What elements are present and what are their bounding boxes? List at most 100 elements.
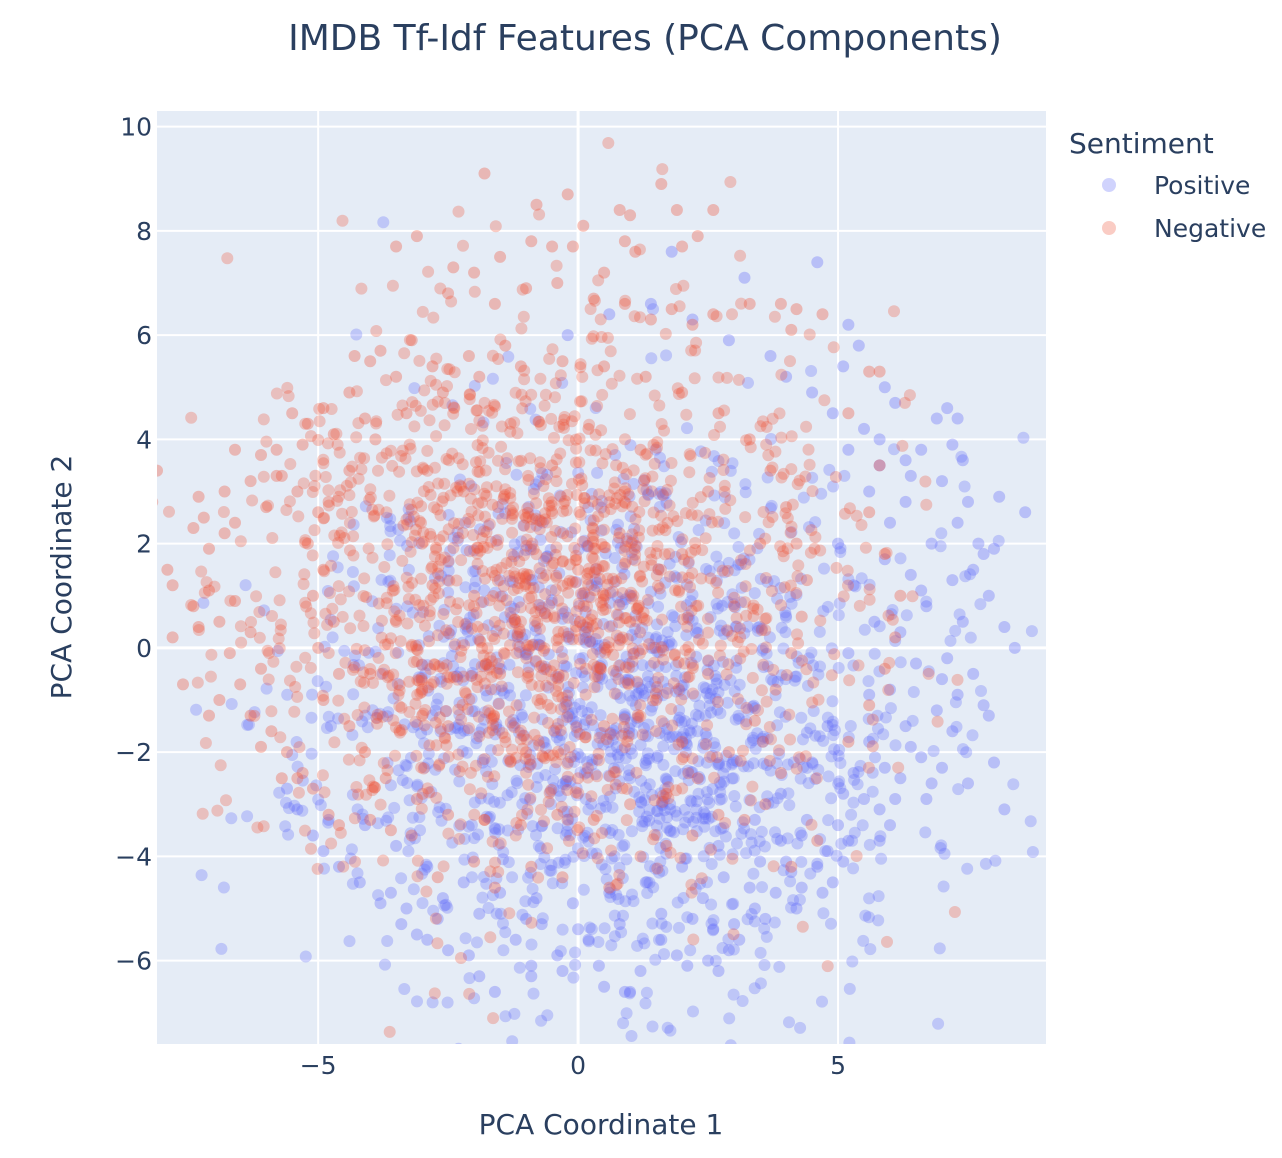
data-point-negative bbox=[532, 734, 545, 747]
data-point-positive bbox=[675, 680, 688, 693]
data-point-negative bbox=[291, 485, 304, 498]
data-point-negative bbox=[352, 472, 365, 485]
data-point-positive bbox=[964, 631, 977, 644]
data-point-positive bbox=[527, 483, 540, 496]
data-point-positive bbox=[700, 730, 713, 743]
data-point-negative bbox=[163, 505, 175, 518]
data-point-negative bbox=[526, 537, 539, 550]
data-point-positive bbox=[869, 751, 881, 764]
data-point-negative bbox=[629, 513, 642, 526]
data-point-positive bbox=[585, 797, 598, 810]
data-point-positive bbox=[863, 485, 876, 498]
data-point-negative bbox=[873, 365, 886, 378]
data-point-positive bbox=[380, 814, 393, 827]
data-point-positive bbox=[930, 412, 943, 425]
data-point-negative bbox=[569, 786, 582, 799]
data-point-positive bbox=[956, 454, 969, 467]
data-point-negative bbox=[805, 524, 818, 537]
data-point-negative bbox=[270, 469, 283, 482]
data-point-positive bbox=[442, 586, 455, 599]
data-point-positive bbox=[492, 697, 505, 710]
data-point-negative bbox=[367, 780, 380, 793]
data-point-negative bbox=[655, 418, 668, 430]
data-point-negative bbox=[364, 813, 377, 826]
data-point-negative bbox=[488, 569, 501, 582]
data-point-positive bbox=[619, 673, 632, 686]
data-point-negative bbox=[229, 595, 241, 607]
data-point-positive bbox=[684, 595, 697, 608]
data-point-negative bbox=[535, 803, 547, 816]
data-point-negative bbox=[526, 513, 539, 526]
data-point-positive bbox=[439, 898, 452, 911]
data-point-negative bbox=[364, 355, 377, 368]
data-point-positive bbox=[322, 710, 335, 723]
data-point-positive bbox=[758, 840, 771, 853]
data-point-positive bbox=[451, 534, 464, 547]
data-point-positive bbox=[490, 872, 503, 885]
data-point-positive bbox=[438, 752, 451, 765]
data-point-negative bbox=[422, 265, 435, 278]
data-point-negative bbox=[438, 731, 451, 744]
data-point-negative bbox=[688, 372, 701, 385]
data-point-positive bbox=[649, 953, 662, 966]
data-point-positive bbox=[541, 468, 554, 481]
legend-item-negative[interactable]: Negative bbox=[1102, 214, 1266, 243]
data-point-positive bbox=[639, 757, 652, 769]
data-point-positive bbox=[359, 500, 372, 513]
data-point-positive bbox=[437, 630, 450, 643]
data-point-positive bbox=[400, 760, 413, 773]
data-point-positive bbox=[599, 823, 612, 836]
data-point-negative bbox=[592, 563, 605, 576]
data-point-positive bbox=[442, 944, 455, 957]
data-point-negative bbox=[739, 511, 752, 524]
data-point-positive bbox=[642, 670, 654, 683]
data-point-negative bbox=[634, 443, 647, 456]
data-point-negative bbox=[413, 599, 426, 612]
data-point-positive bbox=[541, 550, 554, 563]
data-point-negative bbox=[588, 681, 601, 694]
data-point-negative bbox=[511, 427, 524, 440]
data-point-negative bbox=[379, 772, 392, 785]
data-point-positive bbox=[401, 600, 414, 613]
data-point-negative bbox=[355, 282, 368, 295]
data-point-negative bbox=[667, 677, 680, 690]
data-point-negative bbox=[606, 443, 619, 456]
data-point-negative bbox=[695, 572, 708, 585]
data-point-positive bbox=[290, 736, 303, 748]
data-point-negative bbox=[558, 413, 570, 426]
data-point-positive bbox=[751, 624, 764, 637]
data-point-positive bbox=[467, 565, 480, 578]
data-point-negative bbox=[740, 609, 753, 622]
data-point-negative bbox=[795, 610, 808, 623]
data-point-negative bbox=[892, 761, 905, 774]
data-point-positive bbox=[618, 708, 631, 721]
data-point-positive bbox=[653, 812, 666, 825]
data-point-positive bbox=[559, 605, 572, 618]
data-point-positive bbox=[628, 647, 641, 660]
data-point-negative bbox=[372, 464, 384, 477]
data-point-negative bbox=[653, 399, 666, 412]
data-point-negative bbox=[406, 576, 419, 589]
data-point-negative bbox=[738, 596, 751, 609]
data-point-positive bbox=[822, 770, 835, 783]
legend-item-positive[interactable]: Positive bbox=[1102, 171, 1250, 200]
data-point-positive bbox=[753, 527, 766, 540]
data-point-positive bbox=[569, 958, 582, 971]
data-point-positive bbox=[580, 714, 593, 726]
data-point-negative bbox=[359, 746, 371, 759]
data-point-negative bbox=[866, 713, 879, 726]
data-point-negative bbox=[374, 668, 387, 681]
data-point-negative bbox=[521, 803, 534, 816]
data-point-positive bbox=[395, 918, 408, 931]
data-point-positive bbox=[656, 799, 669, 812]
data-point-positive bbox=[915, 584, 928, 597]
data-point-negative bbox=[347, 663, 359, 676]
data-point-negative bbox=[516, 742, 529, 755]
data-point-positive bbox=[641, 887, 654, 899]
data-point-positive bbox=[489, 683, 502, 696]
data-point-negative bbox=[411, 688, 424, 701]
data-point-positive bbox=[742, 760, 755, 773]
data-point-positive bbox=[681, 959, 694, 972]
data-point-negative bbox=[317, 694, 330, 706]
data-point-positive bbox=[749, 702, 761, 715]
